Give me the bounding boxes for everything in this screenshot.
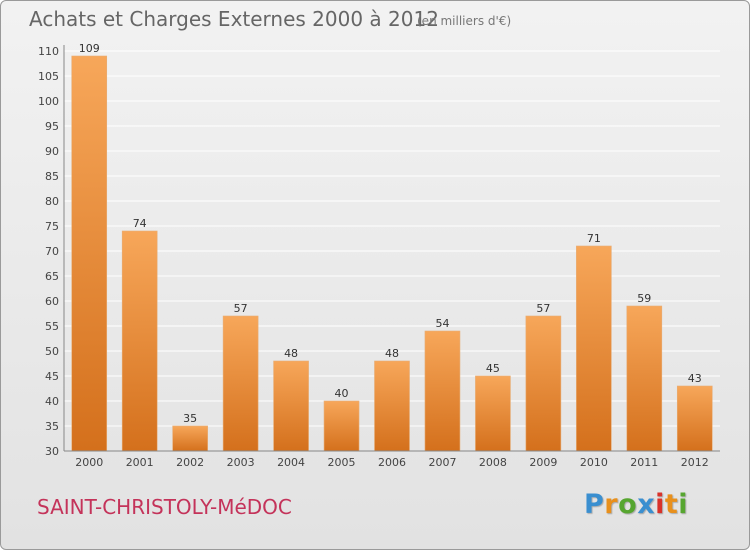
- data-label: 59: [637, 292, 651, 305]
- y-tick-label: 85: [45, 170, 59, 183]
- x-tick-label: 2008: [479, 456, 507, 469]
- x-tick-label: 2004: [277, 456, 305, 469]
- y-tick-label: 70: [45, 245, 59, 258]
- bar-2012: [676, 385, 713, 452]
- x-tick-label: 2010: [580, 456, 608, 469]
- x-tick-label: 2000: [75, 456, 103, 469]
- data-label: 40: [335, 387, 349, 400]
- y-tick-label: 55: [45, 320, 59, 333]
- x-tick-labels: 2000 2001 2002 2003 2004 2005 2006 2007 2008 2009…: [75, 456, 709, 469]
- data-label: 48: [385, 347, 399, 360]
- chart-subtitle: (en milliers d'€): [417, 14, 512, 28]
- y-tick-label: 80: [45, 195, 59, 208]
- bar-2002: [172, 425, 208, 452]
- y-tick-label: 65: [45, 270, 59, 283]
- bar-2007: [424, 330, 461, 452]
- data-label: 74: [133, 217, 147, 230]
- x-tick-label: 2009: [529, 456, 557, 469]
- axes: [63, 45, 720, 452]
- data-label: 57: [234, 302, 248, 315]
- commune-name: SAINT-CHRISTOLY-MéDOC: [37, 495, 292, 519]
- bar-2001: [121, 230, 158, 452]
- data-label: 57: [536, 302, 550, 315]
- bar-2003: [222, 315, 259, 452]
- logo-letter: i: [655, 489, 665, 520]
- logo-letter: i: [678, 489, 689, 520]
- logo-letter: P: [584, 489, 605, 520]
- bar-2004: [273, 360, 309, 452]
- data-label: 48: [284, 347, 298, 360]
- x-tick-label: 2012: [681, 456, 709, 469]
- x-tick-label: 2005: [328, 456, 356, 469]
- bar-2011: [626, 305, 663, 452]
- logo-letter: t: [664, 489, 679, 520]
- data-label: 54: [435, 317, 449, 330]
- y-tick-label: 90: [45, 145, 59, 158]
- bar-2009: [525, 315, 562, 452]
- y-tick-label: 75: [45, 220, 59, 233]
- data-label: 43: [688, 372, 702, 385]
- x-tick-label: 2003: [227, 456, 255, 469]
- x-tick-label: 2007: [428, 456, 456, 469]
- bar-2008: [475, 375, 511, 452]
- bar-2010: [576, 245, 612, 452]
- logo-letter: r: [604, 489, 619, 520]
- y-tick-label: 35: [45, 420, 59, 433]
- y-tick-label: 105: [38, 70, 59, 83]
- y-tick-label: 110: [38, 45, 59, 58]
- y-tick-label: 95: [45, 120, 59, 133]
- proxiti-logo[interactable]: Proxiti: [584, 489, 688, 520]
- y-tick-label: 100: [38, 95, 59, 108]
- bars: [71, 55, 713, 452]
- y-tick-label: 40: [45, 395, 59, 408]
- y-tick-label: 45: [45, 370, 59, 383]
- bar-2005: [323, 400, 360, 452]
- data-label: 35: [183, 412, 197, 425]
- chart-title: Achats et Charges Externes 2000 à 2012: [29, 7, 439, 31]
- bar-2006: [374, 360, 410, 452]
- x-tick-label: 2006: [378, 456, 406, 469]
- bar-2000: [71, 55, 108, 452]
- y-tick-label: 50: [45, 345, 59, 358]
- data-label: 109: [79, 42, 100, 55]
- data-labels: 109 74 35 57 48 40 48 54 45 57 71 59 43: [79, 42, 702, 425]
- x-tick-label: 2011: [630, 456, 658, 469]
- y-tick-label: 30: [45, 445, 59, 458]
- y-tick-label: 60: [45, 295, 59, 308]
- logo-letter: o: [618, 489, 638, 520]
- data-label: 45: [486, 362, 500, 375]
- data-label: 71: [587, 232, 601, 245]
- y-tick-labels: 30 35 40 45 50 55 60 65 70 75 80 85 90 95 100 105 110: [38, 45, 59, 458]
- x-tick-label: 2001: [126, 456, 154, 469]
- logo-letter: x: [637, 489, 656, 520]
- x-tick-label: 2002: [176, 456, 204, 469]
